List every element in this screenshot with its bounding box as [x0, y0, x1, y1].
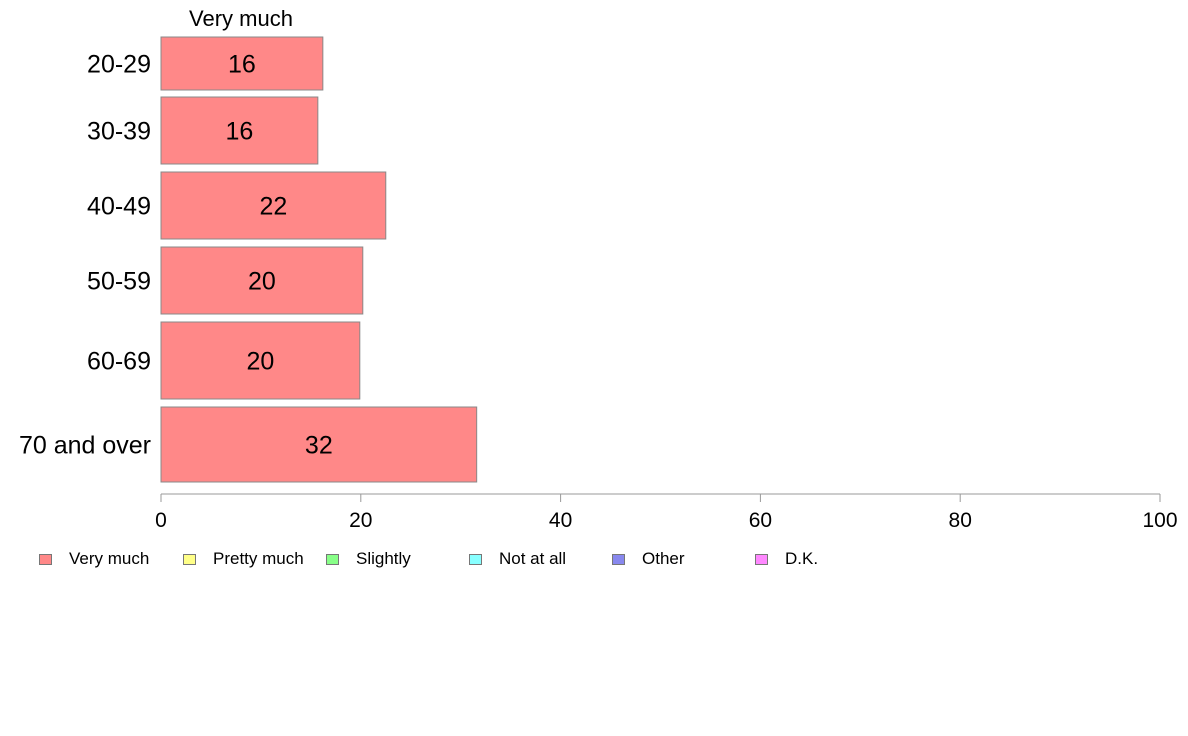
category-label: 40-49	[87, 193, 151, 221]
x-axis: 0 20 40 60 80 100	[155, 493, 1178, 532]
legend-label: Pretty much	[213, 549, 304, 568]
bar-value-label: 22	[259, 193, 287, 221]
x-tick-label: 100	[1142, 509, 1177, 532]
category-label: 50-59	[87, 268, 151, 296]
category-label: 70 and over	[19, 432, 151, 460]
legend-item: Pretty much	[183, 546, 304, 572]
legend-label: D.K.	[785, 549, 819, 568]
bar	[160, 96, 319, 165]
legend-label: Not at all	[499, 549, 567, 568]
bar	[160, 36, 324, 91]
bar-value-label: 20	[248, 268, 276, 296]
legend-item: Very much	[39, 546, 149, 572]
segment-header-label: Very much	[189, 6, 293, 31]
legend-item: D.K.	[755, 546, 818, 572]
legend-swatch	[39, 553, 52, 565]
x-tick-label: 20	[349, 509, 372, 532]
legend: Very much Pretty much Slightly Not at all Ot…	[0, 546, 1188, 572]
legend-swatch	[326, 553, 339, 565]
legend-label: Very much	[69, 549, 150, 568]
legend-item: Other	[612, 546, 685, 572]
x-tick-label: 60	[749, 509, 772, 532]
category-label: 60-69	[87, 348, 151, 376]
bar-value-label: 32	[305, 432, 333, 460]
bar-chart: Very much 20-29 16 30-39 16 40-49 22 50-59 20 60…	[19, 6, 1178, 532]
legend-item: Slightly	[326, 546, 411, 572]
legend-label: Slightly	[356, 549, 411, 568]
x-tick-label: 0	[155, 509, 167, 532]
bar-value-label: 20	[246, 348, 274, 376]
legend-label: Other	[642, 549, 685, 568]
bar	[160, 246, 364, 315]
bar-value-label: 16	[226, 118, 254, 146]
legend-swatch	[755, 553, 768, 565]
category-label: 30-39	[87, 118, 151, 146]
bar	[160, 321, 361, 400]
legend-item: Not at all	[469, 546, 566, 572]
x-tick-label: 40	[549, 509, 572, 532]
bars-group: 20-29 16 30-39 16 40-49 22 50-59 20 60-69 20 70 an…	[19, 36, 478, 483]
legend-swatch	[183, 553, 196, 565]
bar-value-label: 16	[228, 51, 256, 79]
legend-swatch	[469, 553, 482, 565]
category-label: 20-29	[87, 51, 151, 79]
x-tick-label: 80	[949, 509, 972, 532]
bar	[160, 406, 478, 483]
bar	[160, 171, 387, 240]
legend-swatch	[612, 553, 625, 565]
